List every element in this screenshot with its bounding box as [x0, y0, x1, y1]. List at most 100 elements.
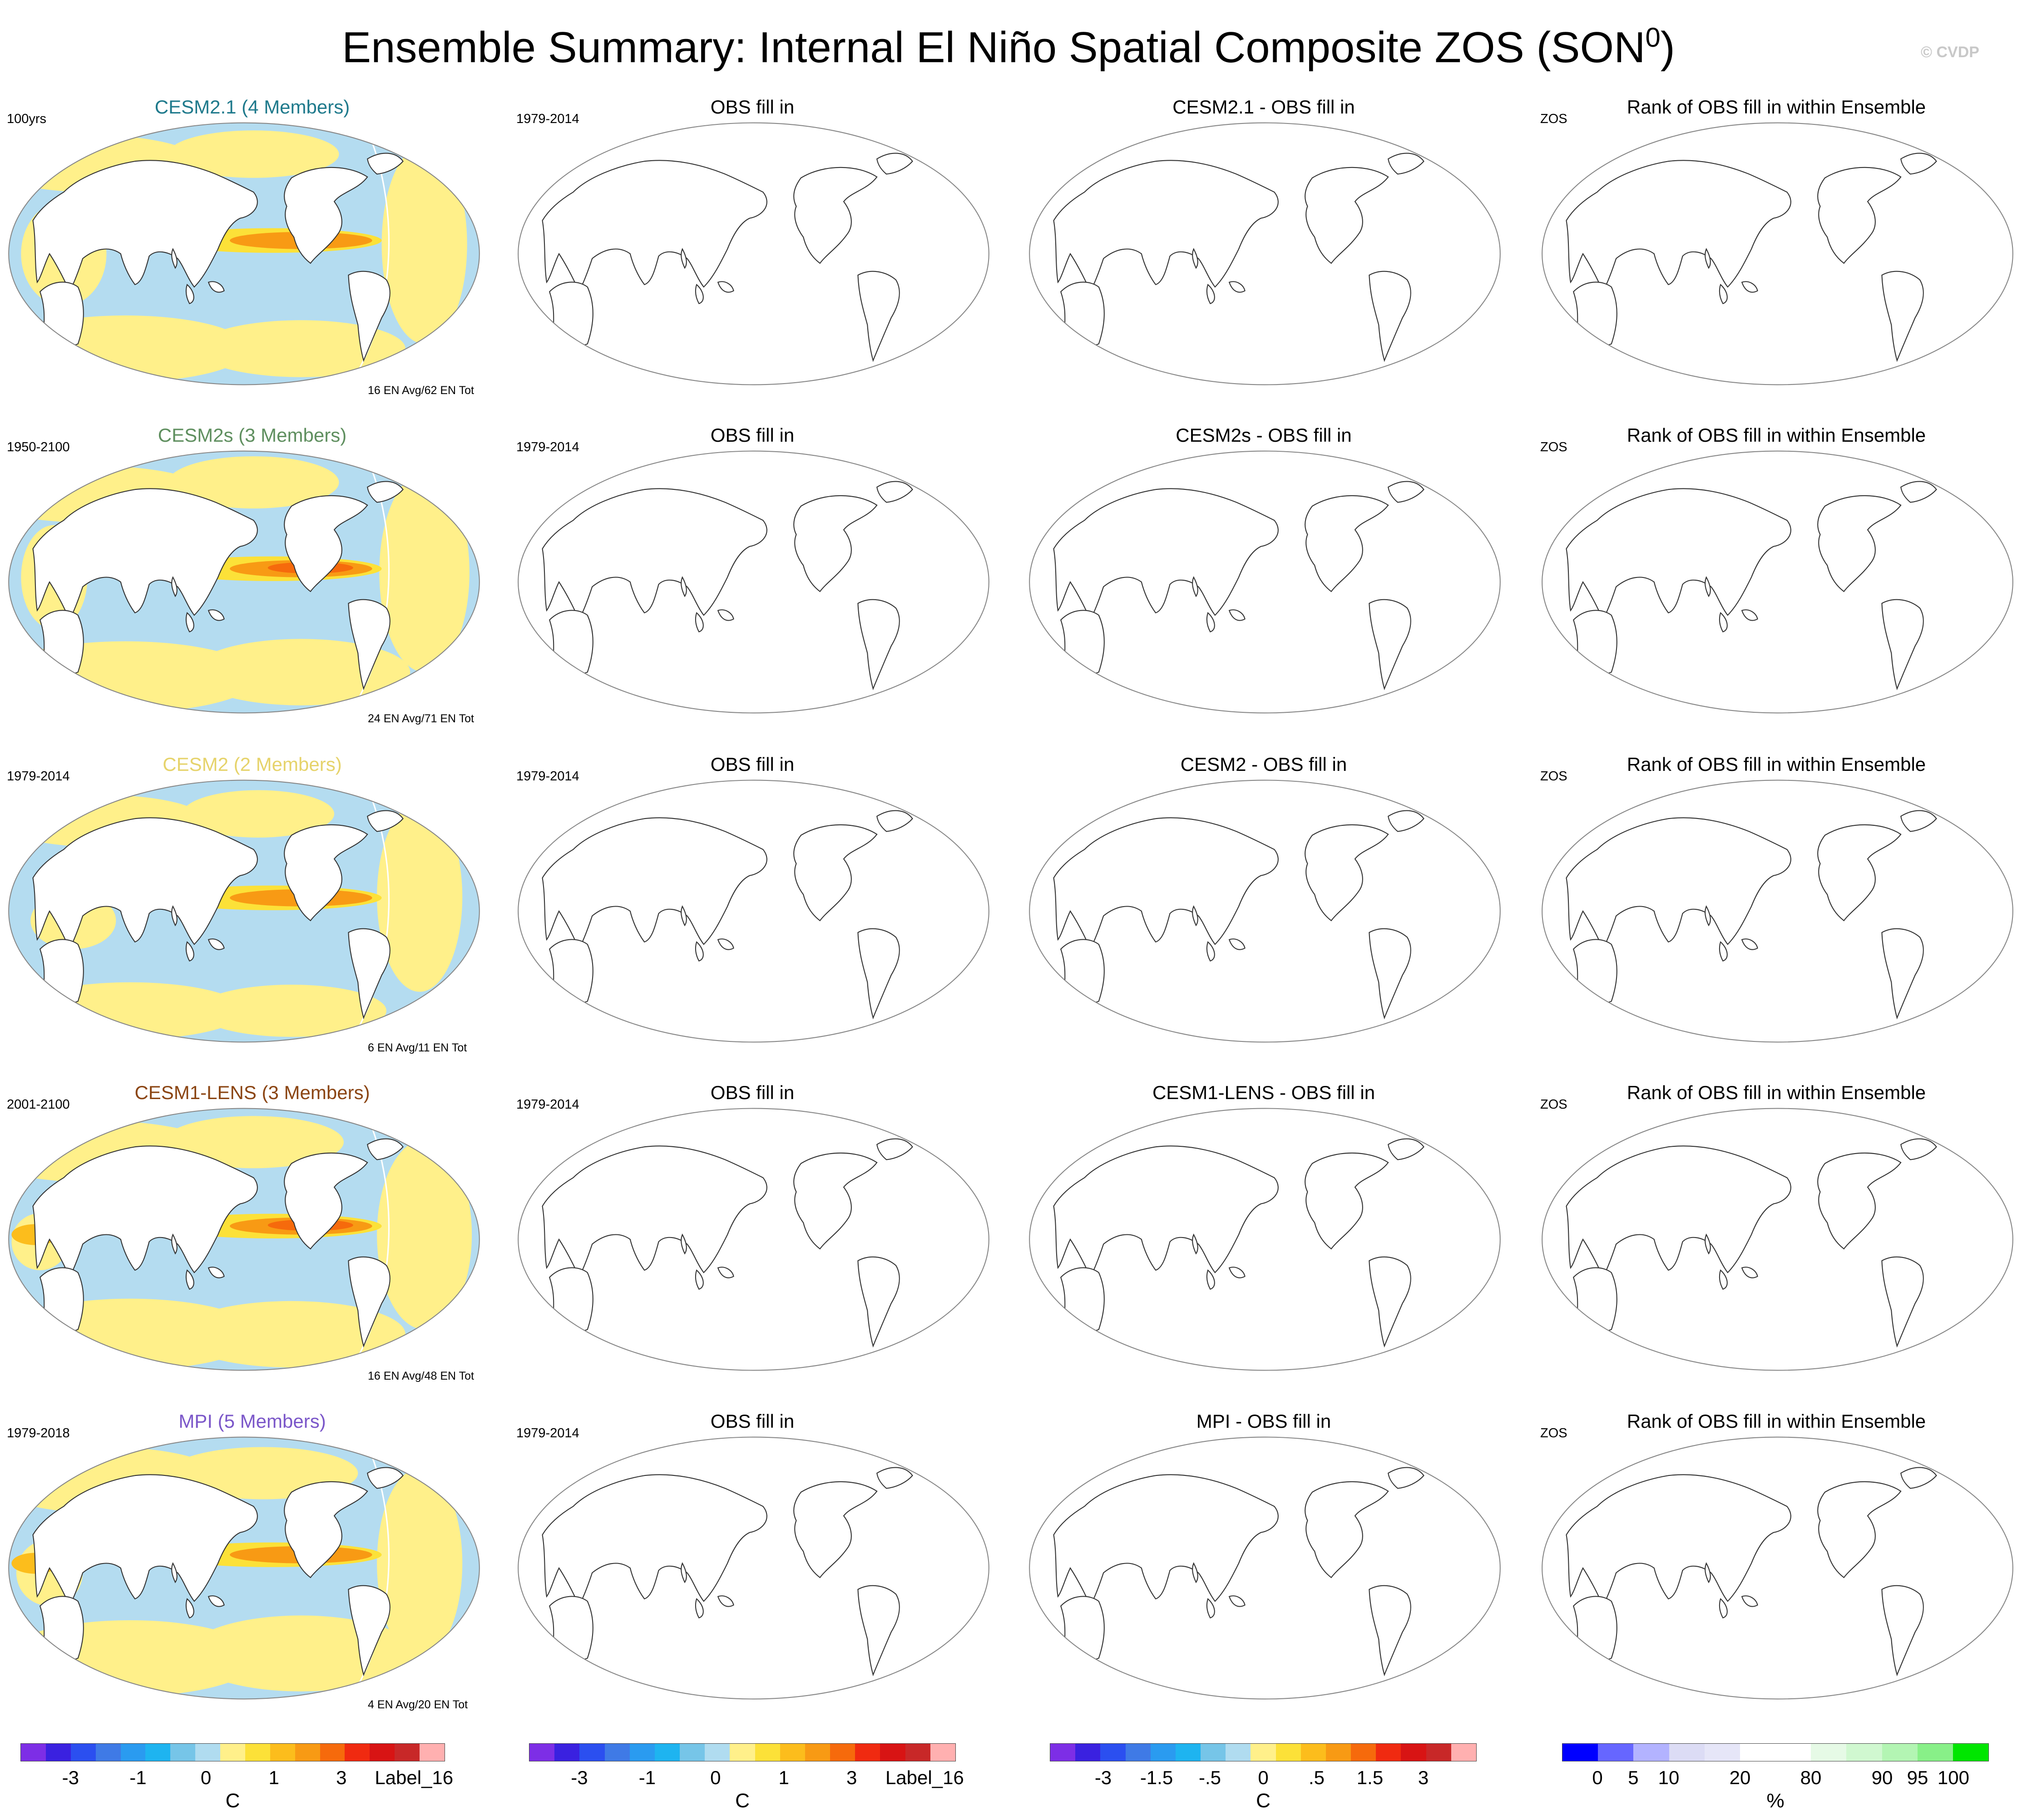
colorbar-swatch [930, 1744, 955, 1761]
colorbar-tick-label: 1 [778, 1767, 789, 1788]
period-label: 2001-2100 [7, 1097, 70, 1112]
event-count-label: 24 EN Avg/71 EN Tot [368, 712, 474, 725]
blank-map [1542, 450, 2013, 714]
anomaly-map [8, 1108, 480, 1371]
colorbar-tick-label: Label_16 [375, 1767, 454, 1788]
colorbar-swatch [629, 1744, 655, 1761]
colorbar-swatch [805, 1744, 831, 1761]
blank-map [1029, 450, 1501, 714]
rank-variable-label: ZOS [1540, 112, 1567, 126]
colorbar [529, 1743, 956, 1761]
colorbar-swatch [1846, 1744, 1882, 1761]
colorbar-swatch [680, 1744, 705, 1761]
blank-map [518, 1436, 989, 1700]
rank-variable-label: ZOS [1540, 1426, 1567, 1440]
colorbar-swatch [654, 1744, 680, 1761]
colorbar-tick-label: -3 [1094, 1767, 1112, 1788]
blank-map [1542, 1108, 2013, 1371]
colorbar-swatch [195, 1744, 220, 1761]
colorbar-swatch [320, 1744, 345, 1761]
obs-period-label: 1979-2014 [516, 1426, 579, 1440]
blank-map [1542, 779, 2013, 1043]
difference-panel-title: MPI - OBS fill in [1196, 1411, 1331, 1432]
difference-panel-title: CESM2.1 - OBS fill in [1172, 96, 1355, 118]
rank-variable-label: ZOS [1540, 1097, 1567, 1112]
blank-map [518, 450, 989, 714]
colorbar-swatch [370, 1744, 395, 1761]
blank-map [1029, 1436, 1501, 1700]
model-panel-title: CESM2.1 (4 Members) [154, 96, 350, 118]
colorbar [1050, 1743, 1477, 1761]
colorbar-swatch [1598, 1744, 1634, 1761]
colorbar-tick-label: 1 [268, 1767, 279, 1788]
colorbar-tick-label: 90 [1871, 1767, 1893, 1788]
colorbar-swatch [1953, 1744, 1989, 1761]
obs-panel-title: OBS fill in [710, 1411, 795, 1432]
colorbar-tick-label: .5 [1308, 1767, 1325, 1788]
colorbar-swatch [295, 1744, 320, 1761]
period-label: 1979-2018 [7, 1426, 70, 1440]
anomaly-map [8, 779, 480, 1043]
colorbar-tick-label: -.5 [1198, 1767, 1221, 1788]
colorbar-swatch [579, 1744, 605, 1761]
anomaly-map [8, 1436, 480, 1700]
colorbar-swatch [604, 1744, 630, 1761]
difference-panel-title: CESM2s - OBS fill in [1176, 424, 1352, 446]
colorbar [20, 1743, 445, 1761]
colorbar-swatch [1175, 1744, 1201, 1761]
colorbar-tick-label: 0 [200, 1767, 212, 1788]
colorbar-tick-label: 80 [1800, 1767, 1822, 1788]
colorbar-swatch [1075, 1744, 1101, 1761]
colorbar-tick-label: 3 [336, 1767, 347, 1788]
colorbar-swatch [170, 1744, 196, 1761]
colorbar-tick-label: -1 [129, 1767, 147, 1788]
colorbar-swatch [1325, 1744, 1351, 1761]
difference-panel-title: CESM1-LENS - OBS fill in [1152, 1082, 1375, 1103]
colorbar-tick-label: 20 [1729, 1767, 1751, 1788]
colorbar-tick-label: 3 [1418, 1767, 1429, 1788]
rank-panel-title: Rank of OBS fill in within Ensemble [1626, 1082, 1926, 1103]
event-count-label: 6 EN Avg/11 EN Tot [368, 1041, 467, 1054]
colorbar-swatch [1125, 1744, 1151, 1761]
colorbar-swatch [1669, 1744, 1705, 1761]
colorbar-tick-label: -3 [62, 1767, 79, 1788]
colorbar-swatch [1882, 1744, 1918, 1761]
colorbar-unit-label: C [1256, 1790, 1271, 1812]
colorbar-swatch [880, 1744, 905, 1761]
copyright-label: © CVDP [1921, 44, 1979, 61]
blank-map [518, 122, 989, 385]
colorbar-swatch [1226, 1744, 1251, 1761]
rank-variable-label: ZOS [1540, 440, 1567, 454]
obs-panel-title: OBS fill in [710, 1082, 795, 1103]
colorbar-tick-label: 95 [1907, 1767, 1928, 1788]
rank-panel-title: Rank of OBS fill in within Ensemble [1626, 1411, 1926, 1432]
colorbar-tick-label: -1.5 [1140, 1767, 1173, 1788]
colorbar-swatch [1740, 1744, 1776, 1761]
colorbar-swatch [145, 1744, 171, 1761]
colorbar-swatch [1351, 1744, 1376, 1761]
period-label: 100yrs [7, 112, 47, 126]
colorbar-tick-label: Label_16 [885, 1767, 964, 1788]
obs-panel-title: OBS fill in [710, 424, 795, 446]
colorbar-swatch [1050, 1744, 1076, 1761]
model-panel-title: CESM1-LENS (3 Members) [134, 1082, 370, 1103]
difference-panel-title: CESM2 - OBS fill in [1180, 754, 1347, 775]
colorbar [1562, 1743, 1989, 1761]
colorbar-swatch [830, 1744, 855, 1761]
colorbar-unit-label: C [735, 1790, 750, 1812]
figure-title: Ensemble Summary: Internal El Niño Spati… [342, 22, 1675, 72]
colorbar-swatch [220, 1744, 245, 1761]
rank-variable-label: ZOS [1540, 769, 1567, 784]
colorbar-swatch [1451, 1744, 1476, 1761]
colorbar-swatch [120, 1744, 146, 1761]
model-panel-title: CESM2 (2 Members) [163, 754, 342, 775]
blank-map [1542, 1436, 2013, 1700]
colorbar-swatch [345, 1744, 370, 1761]
colorbar-swatch [1704, 1744, 1740, 1761]
colorbar-swatch [1251, 1744, 1276, 1761]
rank-panel-title: Rank of OBS fill in within Ensemble [1626, 96, 1926, 118]
blank-map [1542, 122, 2013, 385]
colorbar-swatch [1275, 1744, 1301, 1761]
rank-panel-title: Rank of OBS fill in within Ensemble [1626, 754, 1926, 775]
event-count-label: 4 EN Avg/20 EN Tot [368, 1698, 468, 1711]
